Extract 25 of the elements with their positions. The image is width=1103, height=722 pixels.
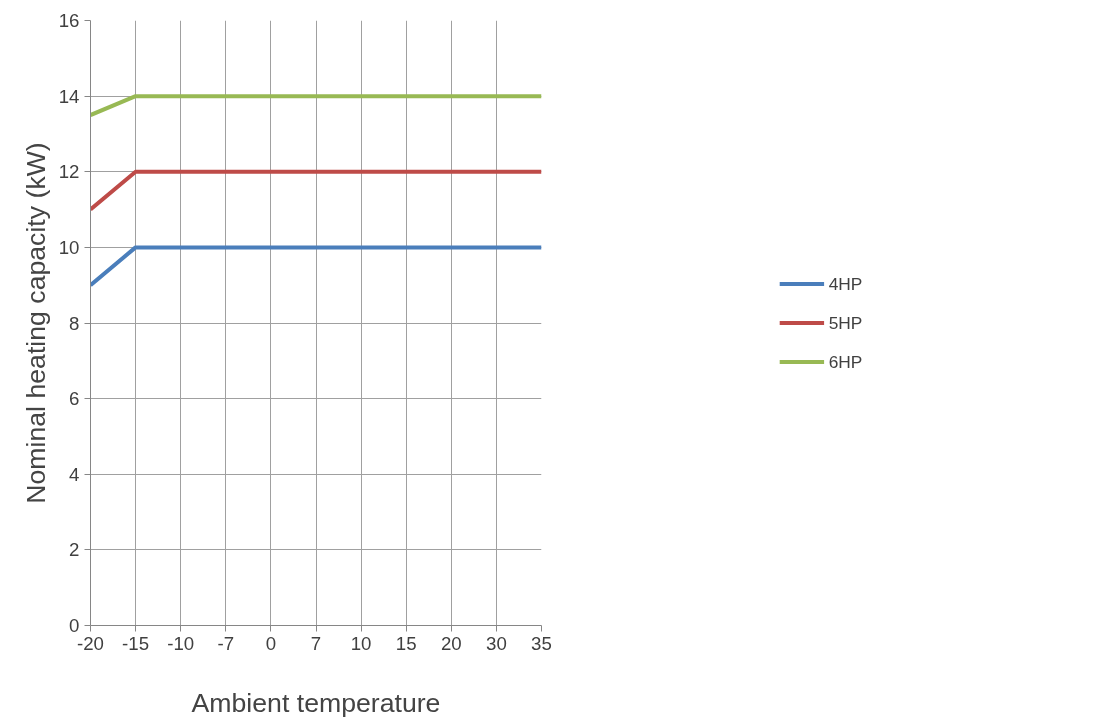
x-tick-label: -15 (122, 632, 150, 654)
x-axis-title: Ambient temperature (191, 687, 441, 718)
y-tick-label: 14 (58, 85, 80, 107)
x-tick-label: -7 (217, 632, 235, 654)
y-tick-label: 0 (69, 615, 80, 636)
x-tick-label: 35 (531, 632, 552, 654)
y-tick-label: 16 (58, 10, 80, 31)
x-tick-label: 7 (310, 632, 322, 654)
x-tick-label: 15 (395, 632, 417, 654)
x-tick-label: 0 (265, 632, 277, 654)
x-tick-label: 20 (440, 632, 462, 654)
x-tick-label: 30 (486, 632, 507, 654)
y-tick-label: 10 (58, 236, 80, 258)
legend-label: 6HP (828, 351, 863, 372)
y-tick-label: 8 (69, 312, 80, 334)
x-tick-label: 10 (350, 632, 372, 654)
x-tick-label: -20 (77, 632, 104, 654)
x-tick-label: -10 (167, 632, 195, 654)
y-tick-label: 6 (69, 388, 80, 410)
y-axis-title: Nominal heating capacity (kW) (20, 142, 51, 504)
y-tick-label: 12 (58, 161, 80, 183)
legend-label: 5HP (828, 312, 863, 333)
y-tick-label: 4 (69, 463, 80, 485)
legend-label: 4HP (828, 273, 863, 294)
y-tick-label: 2 (69, 539, 80, 561)
